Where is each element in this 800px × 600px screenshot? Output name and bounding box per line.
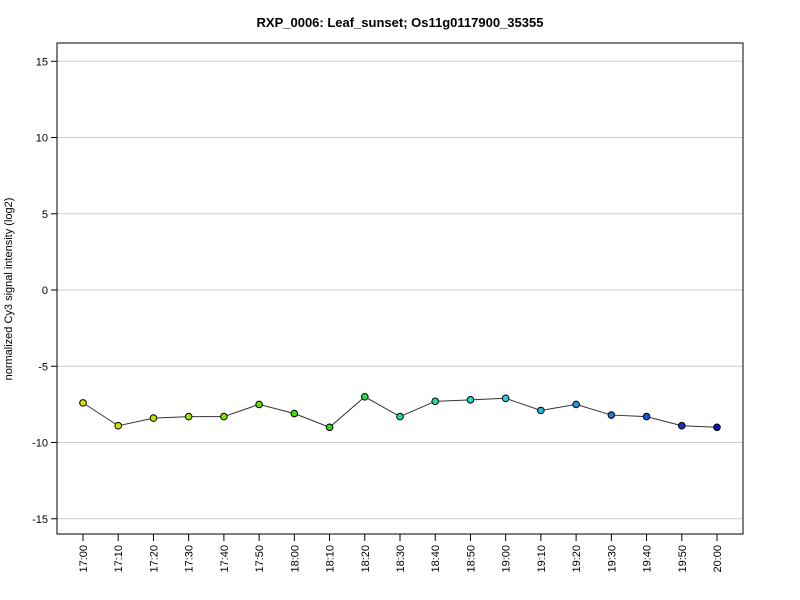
x-tick-label: 18:10 bbox=[325, 545, 337, 573]
x-tick-label: 20:00 bbox=[712, 545, 724, 573]
series-layer bbox=[79, 392, 721, 432]
y-axis-label: normalized Cy3 signal intensity (log2) bbox=[3, 198, 15, 381]
data-point bbox=[431, 397, 440, 406]
data-point bbox=[607, 411, 616, 419]
data-point bbox=[572, 400, 580, 409]
x-tick-label: 18:50 bbox=[465, 545, 477, 573]
data-point bbox=[149, 414, 158, 422]
y-tick-label: -10 bbox=[32, 438, 48, 450]
y-tick-label: 0 bbox=[42, 285, 48, 297]
x-tick-label: 18:40 bbox=[430, 545, 442, 573]
data-point bbox=[184, 412, 193, 421]
x-tick-label: 19:30 bbox=[606, 545, 618, 573]
data-point bbox=[642, 412, 651, 421]
data-point bbox=[396, 412, 404, 421]
x-tick-label: 18:20 bbox=[360, 545, 372, 573]
data-point bbox=[325, 423, 334, 432]
y-tick-label: -15 bbox=[32, 514, 48, 526]
x-tick-label: 17:30 bbox=[184, 545, 196, 573]
x-tick-label: 19:40 bbox=[642, 545, 654, 573]
x-tick-label: 18:00 bbox=[289, 545, 301, 573]
data-point bbox=[79, 399, 87, 407]
data-point bbox=[114, 421, 123, 430]
x-tick-label: 17:20 bbox=[148, 545, 160, 573]
data-point bbox=[713, 423, 721, 432]
data-point bbox=[255, 400, 263, 409]
data-point bbox=[466, 396, 475, 404]
x-tick-label: 19:50 bbox=[677, 545, 689, 573]
data-point bbox=[537, 406, 545, 415]
x-tick-label: 19:10 bbox=[536, 545, 548, 573]
x-tick-label: 17:50 bbox=[254, 545, 266, 573]
data-point bbox=[220, 412, 228, 421]
y-tick-label: -5 bbox=[38, 361, 48, 373]
x-axis: 17:00 17:10 17:20 17:30 17:40 17:50 18:00 18:10… bbox=[78, 533, 724, 573]
y-axis: -15 -10 -5 0 5 10 15 bbox=[32, 56, 57, 526]
data-point bbox=[501, 394, 510, 403]
x-tick-label: 19:00 bbox=[501, 545, 513, 573]
x-tick-label: 17:10 bbox=[113, 545, 125, 573]
series-line bbox=[82, 396, 718, 428]
chart-title: RXP_0006: Leaf_sunset; Os11g0117900_3535… bbox=[257, 15, 544, 30]
data-point bbox=[290, 409, 299, 418]
x-tick-label: 17:40 bbox=[219, 545, 231, 573]
grid-layer bbox=[57, 60, 743, 520]
y-tick-label: 15 bbox=[36, 56, 48, 68]
x-tick-label: 17:00 bbox=[78, 545, 90, 573]
data-point bbox=[360, 392, 369, 401]
y-tick-label: 5 bbox=[42, 209, 48, 221]
data-point bbox=[677, 421, 686, 430]
x-tick-label: 18:30 bbox=[395, 545, 407, 573]
x-tick-label: 19:20 bbox=[571, 545, 583, 573]
y-tick-label: 10 bbox=[36, 133, 48, 145]
plot-frame bbox=[56, 42, 744, 535]
